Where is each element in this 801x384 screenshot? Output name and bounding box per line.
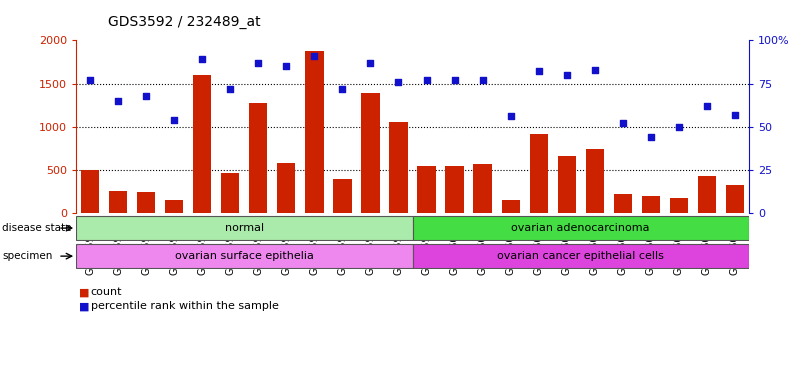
Point <box>449 77 461 83</box>
Text: GDS3592 / 232489_at: GDS3592 / 232489_at <box>108 15 261 29</box>
Bar <box>76 216 413 240</box>
Text: disease state: disease state <box>2 223 72 233</box>
Text: percentile rank within the sample: percentile rank within the sample <box>91 301 279 311</box>
Bar <box>557 156 576 213</box>
Bar <box>413 216 749 240</box>
Bar <box>76 244 413 268</box>
Point <box>672 124 685 130</box>
Bar <box>137 192 155 213</box>
Point <box>84 77 96 83</box>
Bar <box>413 244 749 268</box>
Point <box>588 67 601 73</box>
Text: ■: ■ <box>78 301 89 311</box>
Point <box>139 93 152 99</box>
Point <box>392 79 405 85</box>
Bar <box>221 174 239 213</box>
Bar <box>473 164 492 213</box>
Point <box>505 113 517 119</box>
Point <box>168 117 181 123</box>
Point <box>195 56 208 62</box>
Point <box>700 103 713 109</box>
Text: ovarian cancer epithelial cells: ovarian cancer epithelial cells <box>497 251 664 261</box>
Point <box>280 63 293 70</box>
Bar <box>417 167 436 213</box>
Bar <box>670 199 688 213</box>
Text: normal: normal <box>225 223 264 233</box>
Bar <box>642 196 660 213</box>
Point <box>111 98 125 104</box>
Bar <box>165 200 183 213</box>
Bar <box>249 103 268 213</box>
Point <box>476 77 489 83</box>
Point <box>252 60 264 66</box>
Point <box>224 86 237 92</box>
Point <box>421 77 433 83</box>
Bar <box>277 163 296 213</box>
Text: count: count <box>91 287 122 297</box>
Bar <box>361 93 380 213</box>
Bar <box>501 200 520 213</box>
Bar <box>389 122 408 213</box>
Bar <box>586 149 604 213</box>
Point <box>532 68 545 74</box>
Bar <box>193 75 211 213</box>
Point <box>728 112 741 118</box>
Text: specimen: specimen <box>2 251 53 261</box>
Point <box>561 72 574 78</box>
Point <box>364 60 377 66</box>
Bar <box>698 176 716 213</box>
Bar <box>726 185 744 213</box>
Bar <box>333 179 352 213</box>
Text: ovarian surface epithelia: ovarian surface epithelia <box>175 251 314 261</box>
Bar <box>81 170 99 213</box>
Text: ■: ■ <box>78 287 89 297</box>
Point <box>616 120 629 126</box>
Bar <box>529 134 548 213</box>
Point <box>644 134 657 140</box>
Text: ovarian adenocarcinoma: ovarian adenocarcinoma <box>512 223 650 233</box>
Bar <box>305 51 324 213</box>
Bar <box>109 191 127 213</box>
Bar <box>614 194 632 213</box>
Bar <box>445 167 464 213</box>
Point <box>308 53 320 59</box>
Point <box>336 86 349 92</box>
